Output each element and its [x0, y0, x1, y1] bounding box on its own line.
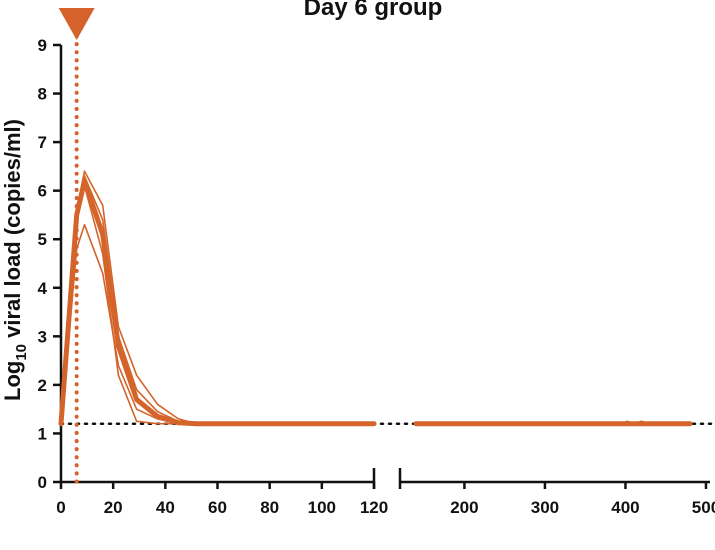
- x-tick-label: 40: [156, 498, 175, 517]
- x-tick-label: 100: [308, 498, 336, 517]
- event-marker-triangle: [58, 8, 95, 40]
- event-marker-layer: [58, 8, 95, 484]
- y-tick-label: 0: [38, 473, 47, 492]
- y-tick-label: 4: [38, 279, 48, 298]
- y-tick-label: 1: [38, 424, 47, 443]
- x-tick-label: 200: [450, 498, 478, 517]
- x-tick-label: 80: [260, 498, 279, 517]
- y-label-subscript: 10: [13, 344, 30, 361]
- y-tick-label: 7: [38, 133, 47, 152]
- y-label-prefix: Log: [0, 361, 25, 401]
- x-tick-label: 400: [611, 498, 639, 517]
- y-axis-label: Log10 viral load (copies/ml): [0, 119, 30, 401]
- x-tick-label: 300: [531, 498, 559, 517]
- y-tick-label: 5: [38, 230, 47, 249]
- y-label-suffix: viral load (copies/ml): [0, 119, 25, 344]
- y-tick-label: 2: [38, 376, 47, 395]
- x-tick-label: 500: [692, 498, 715, 517]
- y-tick-label: 6: [38, 182, 47, 201]
- y-tick-label: 3: [38, 327, 47, 346]
- y-tick-label: 8: [38, 85, 47, 104]
- axes: 0 1 2 3 4 5 6 7 8 9 0 20 40 60 80 100 120 200 300 400 500: [38, 36, 715, 517]
- x-tick-label: 20: [104, 498, 123, 517]
- x-tick-label: 0: [56, 498, 65, 517]
- x-tick-label: 120: [360, 498, 388, 517]
- y-tick-label: 9: [38, 36, 47, 55]
- series-layer: [58, 170, 693, 427]
- mean-series-line: [58, 178, 377, 427]
- chart-title: Day 6 group: [304, 0, 443, 21]
- x-tick-label: 60: [208, 498, 227, 517]
